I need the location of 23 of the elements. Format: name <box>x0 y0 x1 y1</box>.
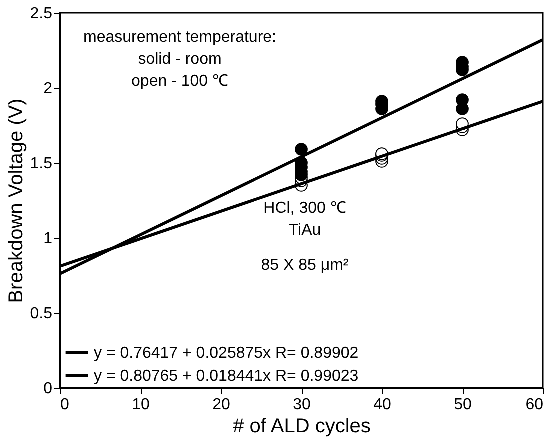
annotation: open - 100 ℃ <box>132 73 228 90</box>
legend-label: y = 0.76417 + 0.025875x R= 0.89902 <box>94 345 359 362</box>
x-tick-label: 0 <box>60 396 70 414</box>
x-tick-label: 30 <box>293 396 311 414</box>
x-tick-label: 60 <box>526 396 544 414</box>
x-axis-title: # of ALD cycles <box>233 416 371 438</box>
x-tick-label: 20 <box>212 396 230 414</box>
y-tick-label: 1.5 <box>30 156 53 172</box>
x-tick-label: 50 <box>454 396 472 414</box>
y-tick-label: 2 <box>44 80 53 98</box>
y-tick-label: 0.5 <box>30 306 53 322</box>
annotation: TiAu <box>288 222 322 239</box>
legend-label: y = 0.80765 + 0.018441x R= 0.99023 <box>94 368 359 385</box>
annotation: solid - room <box>138 51 222 68</box>
y-tick-label: 1 <box>44 230 53 248</box>
annotation: HCl, 300 ℃ <box>264 200 346 217</box>
y-axis-title: Breakdown Voltage (V) <box>5 98 28 304</box>
y-tick-label: 2.5 <box>30 6 53 22</box>
annotation: measurement temperature: <box>84 29 276 46</box>
y-tick-label: 0 <box>44 380 53 398</box>
annotation: 85 X 85 μm² <box>261 257 350 274</box>
x-tick-label: 40 <box>374 396 392 414</box>
x-tick-label: 10 <box>132 396 150 414</box>
